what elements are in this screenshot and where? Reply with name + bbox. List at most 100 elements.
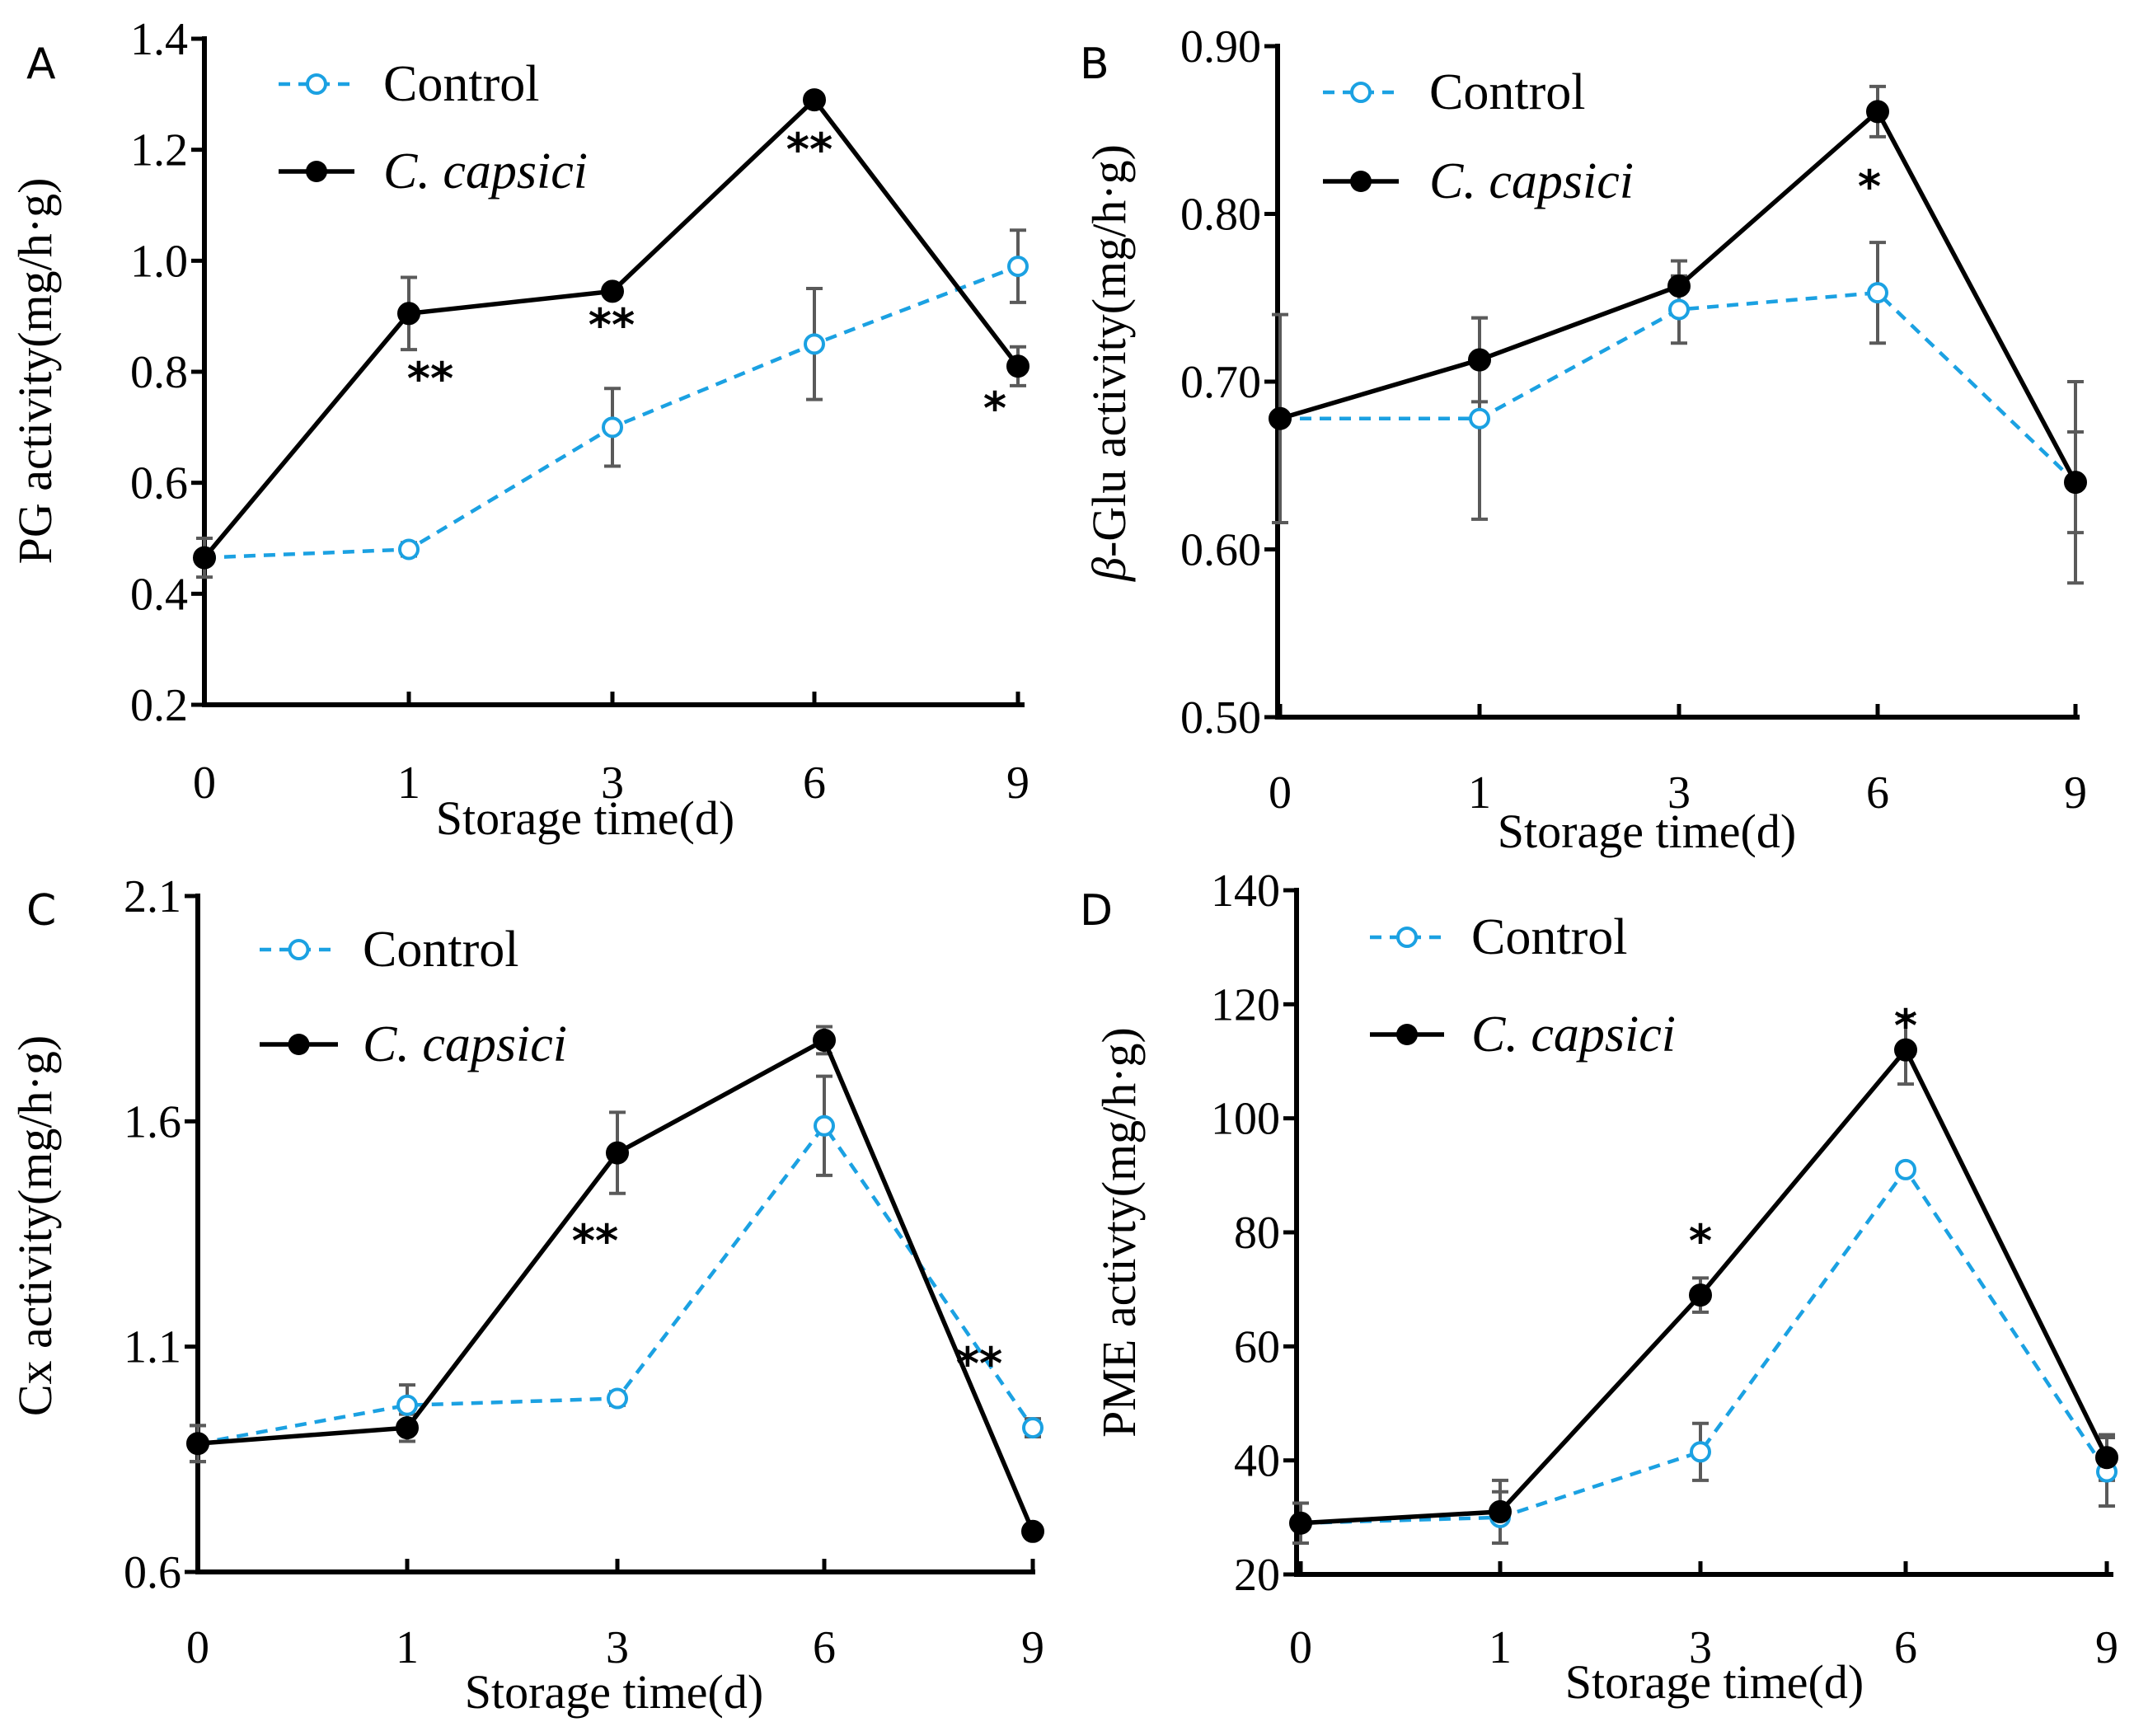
y-axis-label: PME activty(mg/h·g) (1092, 1027, 1146, 1438)
series-line-control (1300, 1166, 2108, 1525)
legend: Control C. capsici (1370, 909, 1676, 1063)
y-tick-label: 0.70 (1180, 357, 1261, 408)
y-tick-label: 2.1 (124, 871, 181, 922)
x-axis-label: Storage time(d) (465, 1665, 763, 1719)
y-tick-label: 1.6 (124, 1096, 181, 1147)
y-tick-label: 1.0 (130, 236, 188, 287)
data-point-treated (1689, 1283, 1712, 1307)
y-tick-label: 120 (1211, 979, 1280, 1030)
x-tick-label: 0 (186, 1622, 209, 1673)
legend-label-control: Control (383, 56, 539, 112)
data-point-control (1668, 298, 1690, 321)
data-point-treated (1289, 1511, 1312, 1535)
data-point-treated (397, 302, 420, 326)
y-tick-label: 0.8 (130, 347, 188, 398)
x-tick-label: 9 (2064, 767, 2087, 819)
x-tick-label: 6 (803, 758, 826, 809)
legend-label-control: Control (1471, 909, 1627, 965)
panel-letter: B (1080, 40, 1109, 89)
y-tick-label: 0.6 (130, 458, 188, 509)
x-tick-label: 9 (1021, 1622, 1044, 1673)
significance-marker: ** (786, 124, 832, 176)
y-tick-label: 1.2 (130, 125, 188, 176)
data-point-control (602, 416, 623, 439)
y-tick-label: 60 (1234, 1321, 1280, 1372)
legend: Control C. capsici (260, 922, 567, 1072)
y-axis-label-symbol: β (1082, 557, 1136, 582)
y-axis-label: Cx activity(mg/h·g) (8, 1035, 62, 1416)
x-tick-label: 9 (1006, 758, 1029, 809)
x-axis-label: Storage time(d) (436, 791, 734, 845)
legend: Control C. capsici (279, 56, 588, 199)
x-tick-label: 1 (397, 758, 420, 809)
x-tick-label: 0 (1289, 1622, 1312, 1673)
chart-panel-c: C 0.6 1.1 1.6 2.1 0 1 3 6 9 Storage time(d) Cx acti… (8, 871, 1044, 1719)
data-point-control (398, 538, 420, 561)
legend-marker-control (1396, 927, 1418, 948)
data-point-control (814, 1114, 835, 1137)
x-tick-label: 3 (1667, 767, 1691, 819)
legend-label-control: Control (1429, 64, 1585, 120)
y-tick-label: 1.1 (124, 1322, 181, 1373)
y-tick-label: 40 (1234, 1436, 1280, 1487)
x-tick-label: 6 (1894, 1622, 1917, 1673)
significance-marker: * (1689, 1215, 1712, 1267)
x-tick-label: 6 (1866, 767, 1889, 819)
y-tick-label: 1.4 (130, 14, 188, 65)
data-point-treated (193, 546, 216, 570)
y-axis-label-text: -Glu activity(mg/h·g) (1082, 144, 1136, 557)
data-point-control (1690, 1441, 1711, 1463)
data-point-treated (1894, 1038, 1917, 1062)
y-tick-label: 0.4 (130, 569, 188, 620)
significance-marker: ** (572, 1215, 618, 1267)
significance-marker: * (1894, 1000, 1917, 1052)
panel-letter: D (1080, 886, 1113, 936)
x-axis-label: Storage time(d) (1498, 805, 1796, 858)
data-point-control (804, 333, 825, 355)
data-point-treated (803, 88, 826, 112)
legend-marker-treated (306, 161, 327, 182)
y-tick-label: 80 (1234, 1208, 1280, 1259)
y-tick-label: 0.60 (1180, 525, 1261, 576)
y-axis-label: PG activity(mg/h·g) (8, 178, 62, 565)
y-tick-label: 140 (1211, 866, 1280, 917)
y-tick-label: 0.90 (1180, 21, 1261, 73)
significance-marker: * (1858, 161, 1881, 213)
significance-marker: * (983, 382, 1006, 434)
data-point-treated (1468, 348, 1491, 372)
y-tick-label: 0.50 (1180, 692, 1261, 744)
y-tick-label: 0.2 (130, 680, 188, 731)
legend-marker-treated (1350, 171, 1372, 192)
data-point-treated (1006, 354, 1029, 378)
chart-panel-d: D 20 40 60 80 100 120 140 0 1 3 6 9 Storage time(d) PM… (1080, 866, 2118, 1709)
legend-marker-control (1350, 82, 1372, 103)
chart-panel-b: B 0.50 0.60 0.70 0.80 0.90 0 1 3 6 9 Storage time(d… (1080, 21, 2087, 858)
data-point-control (396, 1394, 418, 1416)
legend-label-control: Control (363, 922, 518, 978)
data-point-control (1469, 407, 1490, 429)
data-point-treated (1489, 1499, 1512, 1523)
x-tick-label: 1 (396, 1622, 419, 1673)
legend: Control C. capsici (1323, 64, 1634, 209)
x-tick-label: 1 (1489, 1622, 1512, 1673)
data-point-control (1867, 282, 1888, 304)
legend-marker-control (306, 73, 327, 95)
x-axis-label: Storage time(d) (1565, 1655, 1864, 1709)
y-tick-label: 20 (1234, 1550, 1280, 1601)
panel-letter: C (26, 886, 56, 936)
significance-marker: ** (407, 353, 453, 405)
data-point-treated (186, 1432, 209, 1456)
y-tick-label: 0.6 (124, 1547, 181, 1598)
data-point-treated (813, 1028, 836, 1052)
data-point-treated (1021, 1519, 1044, 1543)
x-tick-label: 9 (2095, 1622, 2118, 1673)
data-point-treated (2095, 1446, 2118, 1470)
y-axis-label: β-Glu activity(mg/h·g) (1082, 144, 1136, 582)
panel-letter: A (26, 40, 56, 89)
data-point-treated (606, 1141, 629, 1165)
x-tick-label: 3 (1689, 1622, 1712, 1673)
significance-marker: ** (956, 1338, 1002, 1390)
data-point-treated (601, 279, 624, 303)
data-point-treated (1866, 100, 1889, 124)
